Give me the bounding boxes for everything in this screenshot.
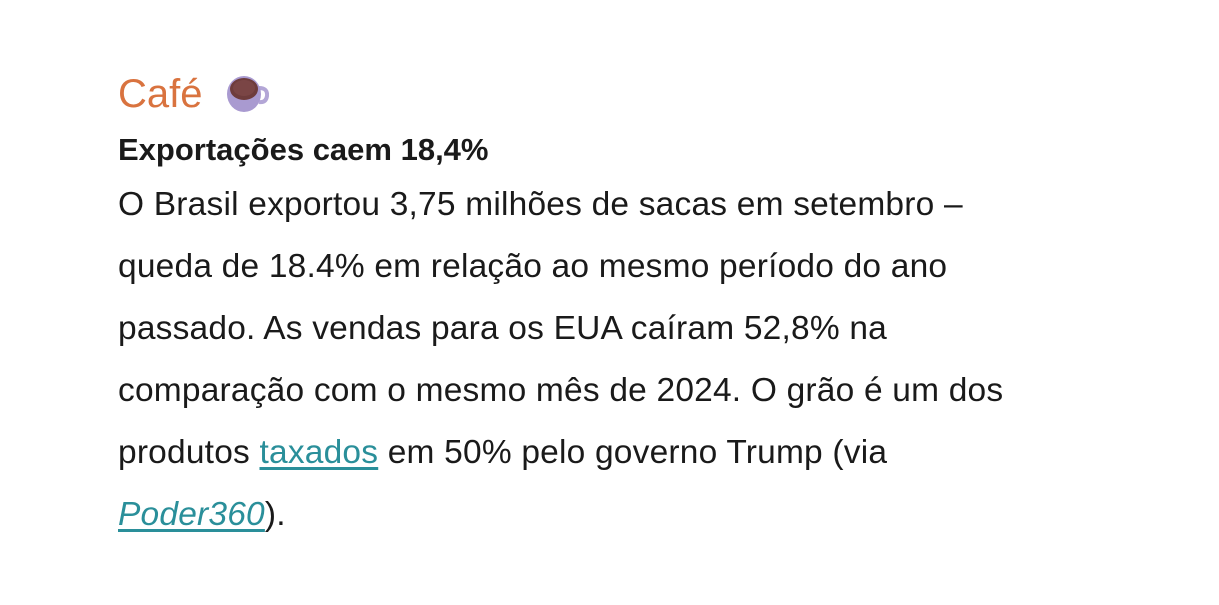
- section-title-text: Café: [118, 72, 203, 116]
- body-line: produtos taxados em 50% pelo governo Tru…: [118, 422, 1003, 484]
- body-line: passado. As vendas para os EUA caíram 52…: [118, 310, 887, 347]
- news-item: Café Exportações caem 18,4% O Brasil exp…: [118, 66, 1003, 546]
- poder360-link[interactable]: Poder360: [118, 496, 265, 533]
- body-text: ).: [264, 496, 286, 533]
- body-line: comparação com o mesmo mês de 2024. O gr…: [118, 372, 1004, 409]
- body-text: produtos: [118, 434, 260, 471]
- coffee-cup-icon: [226, 76, 269, 112]
- body-line: queda de 18.4% em relação ao mesmo perío…: [118, 248, 948, 285]
- body-text: em 50% pelo governo Trump (via: [378, 434, 888, 471]
- headline: Exportações caem 18,4%: [118, 132, 489, 167]
- taxados-link[interactable]: taxados: [259, 434, 379, 471]
- article-body: O Brasil exportou 3,75 milhões de sacas …: [118, 174, 1003, 546]
- body-line: Poder360).: [118, 484, 1003, 546]
- body-line: O Brasil exportou 3,75 milhões de sacas …: [118, 186, 963, 223]
- section-title: Café: [118, 66, 1003, 122]
